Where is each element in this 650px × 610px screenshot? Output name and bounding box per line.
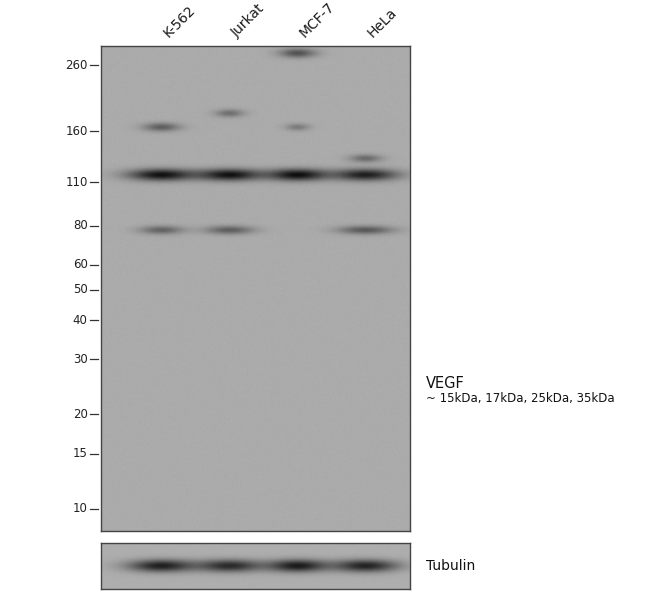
Text: 260: 260 <box>66 59 88 71</box>
Text: 10: 10 <box>73 503 88 515</box>
Text: 30: 30 <box>73 353 88 366</box>
Text: 40: 40 <box>73 314 88 326</box>
Text: ~ 15kDa, 17kDa, 25kDa, 35kDa: ~ 15kDa, 17kDa, 25kDa, 35kDa <box>426 392 614 405</box>
Text: 110: 110 <box>66 176 88 189</box>
Text: 15: 15 <box>73 447 88 460</box>
Text: 160: 160 <box>66 125 88 138</box>
Text: HeLa: HeLa <box>365 5 400 40</box>
Text: 50: 50 <box>73 283 88 296</box>
Text: K-562: K-562 <box>161 2 198 40</box>
Text: 60: 60 <box>73 259 88 271</box>
Text: 20: 20 <box>73 408 88 421</box>
Text: VEGF: VEGF <box>426 376 465 390</box>
Text: Tubulin: Tubulin <box>426 559 475 573</box>
Text: Jurkat: Jurkat <box>229 1 267 40</box>
Text: MCF-7: MCF-7 <box>297 0 337 40</box>
Text: 80: 80 <box>73 219 88 232</box>
